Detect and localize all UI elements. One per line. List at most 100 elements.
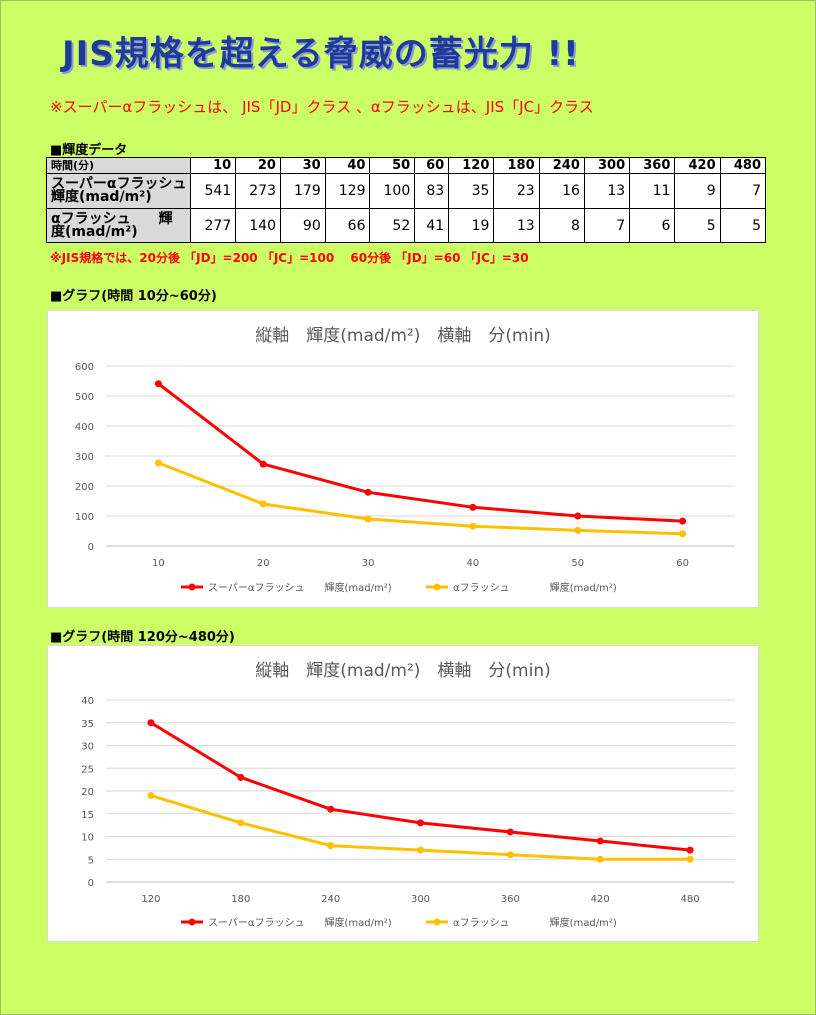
legend-swatch-marker	[188, 918, 196, 926]
table-row-alpha: αフラッシュ 輝度(mad/m²) 277 140 90 66 52 41 19…	[45, 208, 767, 243]
chart-long-term-svg: 縦軸 輝度(mad/m²) 横軸 分(min) 0 5 10 15 20 25 30 35 40 1…	[81, 661, 735, 929]
legend-label: スーパーαフラッシュ 輝度(mad/m²)	[208, 916, 392, 929]
time-cell: 300	[583, 157, 631, 174]
data-point	[506, 828, 514, 836]
data-point	[574, 512, 582, 520]
value-cell: 5	[674, 208, 721, 243]
y-tick-label: 200	[75, 482, 94, 493]
y-tick-label: 10	[81, 833, 94, 844]
x-tick-label: 300	[411, 894, 430, 905]
x-tick-label: 420	[591, 894, 610, 905]
value-cell: 11	[629, 173, 676, 209]
class-note: ※スーパーαフラッシュは、 JIS「JD」クラス 、αフラッシュは、JIS「JC…	[50, 98, 594, 116]
time-cell: 420	[674, 157, 721, 174]
row-label-alpha: αフラッシュ 輝度(mad/m²)	[45, 208, 192, 243]
value-cell: 140	[235, 208, 281, 243]
value-cell: 273	[235, 173, 281, 209]
jis-standard-note: ※JIS規格では、20分後 「JD」=200 「JC」=100 60分後 「JD…	[50, 251, 529, 265]
data-point	[686, 846, 694, 854]
x-tick-label: 120	[141, 894, 160, 905]
legend-swatch-marker	[433, 918, 441, 926]
value-cell: 100	[369, 173, 416, 209]
time-cell: 180	[493, 157, 540, 174]
section-data-heading: ■輝度データ	[50, 143, 128, 158]
value-cell: 8	[538, 208, 585, 243]
value-cell: 90	[279, 208, 326, 243]
legend-label: スーパーαフラッシュ 輝度(mad/m²)	[208, 581, 392, 594]
x-tick-label: 20	[257, 558, 270, 569]
x-tick-label: 10	[152, 558, 165, 569]
time-cell: 480	[719, 157, 767, 174]
chart-short-term-svg: 縦軸 輝度(mad/m²) 横軸 分(min) 0 100 200 300 400 500 6…	[75, 326, 735, 594]
y-tick-label: 25	[81, 764, 94, 775]
value-cell: 41	[414, 208, 450, 243]
y-tick-label: 0	[88, 542, 94, 553]
value-cell: 66	[324, 208, 371, 243]
value-cell: 179	[279, 173, 326, 209]
y-tick-label: 40	[81, 696, 94, 707]
time-cell: 30	[279, 157, 326, 174]
y-tick-label: 35	[81, 719, 94, 730]
row-label-line: 輝度(mad/m²)	[51, 189, 152, 205]
chart-short-term: 縦軸 輝度(mad/m²) 横軸 分(min) 0 100 200 300 400 500 6…	[47, 310, 759, 608]
data-point	[327, 842, 335, 850]
section-graph2-heading: ■グラフ(時間 120分~480分)	[50, 630, 235, 645]
data-point	[469, 503, 477, 511]
data-point	[147, 719, 155, 727]
y-tick-label: 5	[88, 855, 94, 866]
time-cell: 50	[369, 157, 416, 174]
legend-label: αフラッシュ 輝度(mad/m²)	[453, 916, 617, 929]
time-cell: 20	[235, 157, 281, 174]
data-point	[237, 773, 245, 781]
legend-label: αフラッシュ 輝度(mad/m²)	[453, 581, 617, 594]
value-cell: 23	[493, 173, 540, 209]
data-point	[154, 380, 162, 388]
value-cell: 19	[448, 208, 495, 243]
time-cell: 120	[448, 157, 495, 174]
row-label-super: スーパーαフラッシュ 輝度(mad/m²)	[45, 173, 192, 209]
x-tick-label: 60	[676, 558, 689, 569]
data-point	[686, 855, 694, 863]
chart-long-term: 縦軸 輝度(mad/m²) 横軸 分(min) 0 5 10 15 20 25 30 35 40 1…	[47, 645, 759, 942]
y-tick-label: 500	[75, 392, 94, 403]
data-point	[154, 459, 162, 467]
data-point	[574, 526, 582, 534]
chart-title: 縦軸 輝度(mad/m²) 横軸 分(min)	[255, 661, 550, 681]
value-cell: 7	[583, 208, 631, 243]
series-line-super	[150, 721, 691, 852]
data-point	[679, 517, 687, 525]
y-tick-label: 300	[75, 452, 94, 463]
value-cell: 13	[493, 208, 540, 243]
data-point	[596, 855, 604, 863]
time-cell: 360	[629, 157, 676, 174]
luminance-table: 時間(分) 10 20 30 40 50 60 120 180 240 300 …	[45, 157, 767, 243]
y-tick-label: 0	[88, 878, 94, 889]
y-tick-label: 15	[81, 810, 94, 821]
x-tick-label: 40	[467, 558, 480, 569]
data-point	[237, 819, 245, 827]
y-tick-label: 100	[75, 512, 94, 523]
value-cell: 52	[369, 208, 416, 243]
time-cell: 40	[324, 157, 371, 174]
data-point	[417, 819, 424, 827]
data-point	[327, 805, 335, 813]
data-point	[147, 792, 155, 800]
data-point	[259, 500, 267, 508]
x-tick-label: 240	[321, 894, 340, 905]
value-cell: 277	[190, 208, 237, 243]
x-tick-label: 180	[231, 894, 250, 905]
data-point	[469, 522, 477, 530]
time-cell: 10	[190, 157, 237, 174]
table-row-super: スーパーαフラッシュ 輝度(mad/m²) 541 273 179 129 100…	[45, 173, 767, 209]
row-label-line: αフラッシュ 輝	[51, 210, 173, 227]
value-cell: 129	[324, 173, 371, 209]
table-header-row: 時間(分) 10 20 30 40 50 60 120 180 240 300 …	[45, 157, 767, 174]
legend-swatch-marker	[433, 583, 441, 591]
y-tick-label: 20	[81, 787, 94, 798]
value-cell: 35	[448, 173, 495, 209]
value-cell: 541	[190, 173, 237, 209]
row-label-line: スーパーαフラッシュ	[51, 176, 187, 192]
x-tick-label: 360	[501, 894, 520, 905]
y-tick-label: 600	[75, 362, 94, 373]
series-line-alpha	[157, 461, 683, 536]
